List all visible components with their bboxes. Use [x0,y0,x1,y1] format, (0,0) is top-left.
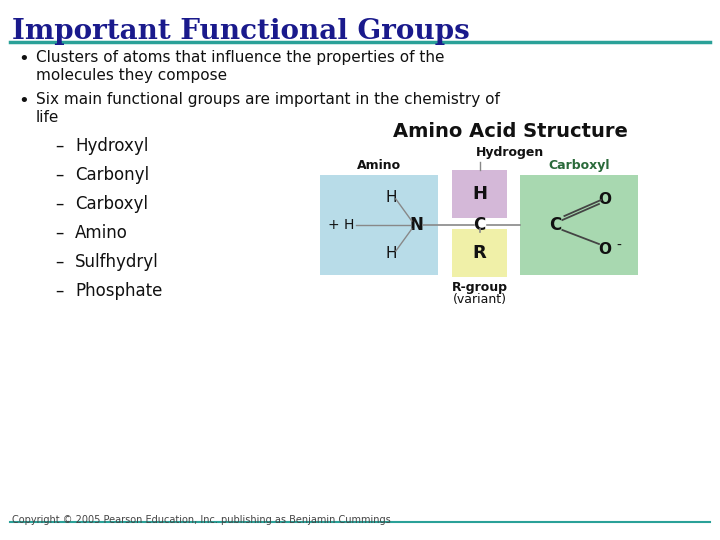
Text: + H: + H [328,218,354,232]
Text: (variant): (variant) [452,293,506,306]
Text: Carbonyl: Carbonyl [75,166,149,184]
Text: O: O [598,241,611,256]
Text: –: – [55,282,63,300]
Bar [452,229,507,277]
Text: C: C [549,216,562,234]
Text: Sulfhydryl: Sulfhydryl [75,253,158,271]
Text: Phosphate: Phosphate [75,282,163,300]
Text: H: H [385,190,397,205]
Text: Amino: Amino [75,224,128,242]
Text: H: H [385,246,397,260]
Text: Hydrogen: Hydrogen [476,146,544,159]
Bar [320,175,438,275]
Text: N: N [410,216,423,234]
Text: –: – [55,253,63,271]
Text: Carboxyl: Carboxyl [548,159,610,172]
Text: R-group: R-group [451,281,508,294]
Bar [452,170,507,218]
Text: Important Functional Groups: Important Functional Groups [12,18,469,45]
Text: -: - [616,239,621,253]
Text: R: R [472,244,487,262]
Text: C: C [473,216,485,234]
Text: life: life [36,110,59,125]
Text: Six main functional groups are important in the chemistry of: Six main functional groups are important… [36,92,500,107]
Text: –: – [55,195,63,213]
Text: Amino: Amino [357,159,401,172]
Text: H: H [472,185,487,203]
Text: –: – [55,224,63,242]
Text: –: – [55,166,63,184]
Text: Hydroxyl: Hydroxyl [75,137,148,155]
Text: •: • [18,50,29,68]
Text: molecules they compose: molecules they compose [36,68,227,83]
Text: Clusters of atoms that influence the properties of the: Clusters of atoms that influence the pro… [36,50,444,65]
Text: Copyright © 2005 Pearson Education, Inc. publishing as Benjamin Cummings: Copyright © 2005 Pearson Education, Inc.… [12,515,391,525]
Text: O: O [598,192,611,206]
Text: Amino Acid Structure: Amino Acid Structure [392,122,627,141]
Text: –: – [55,137,63,155]
Bar [520,175,638,275]
Text: Carboxyl: Carboxyl [75,195,148,213]
Text: •: • [18,92,29,110]
